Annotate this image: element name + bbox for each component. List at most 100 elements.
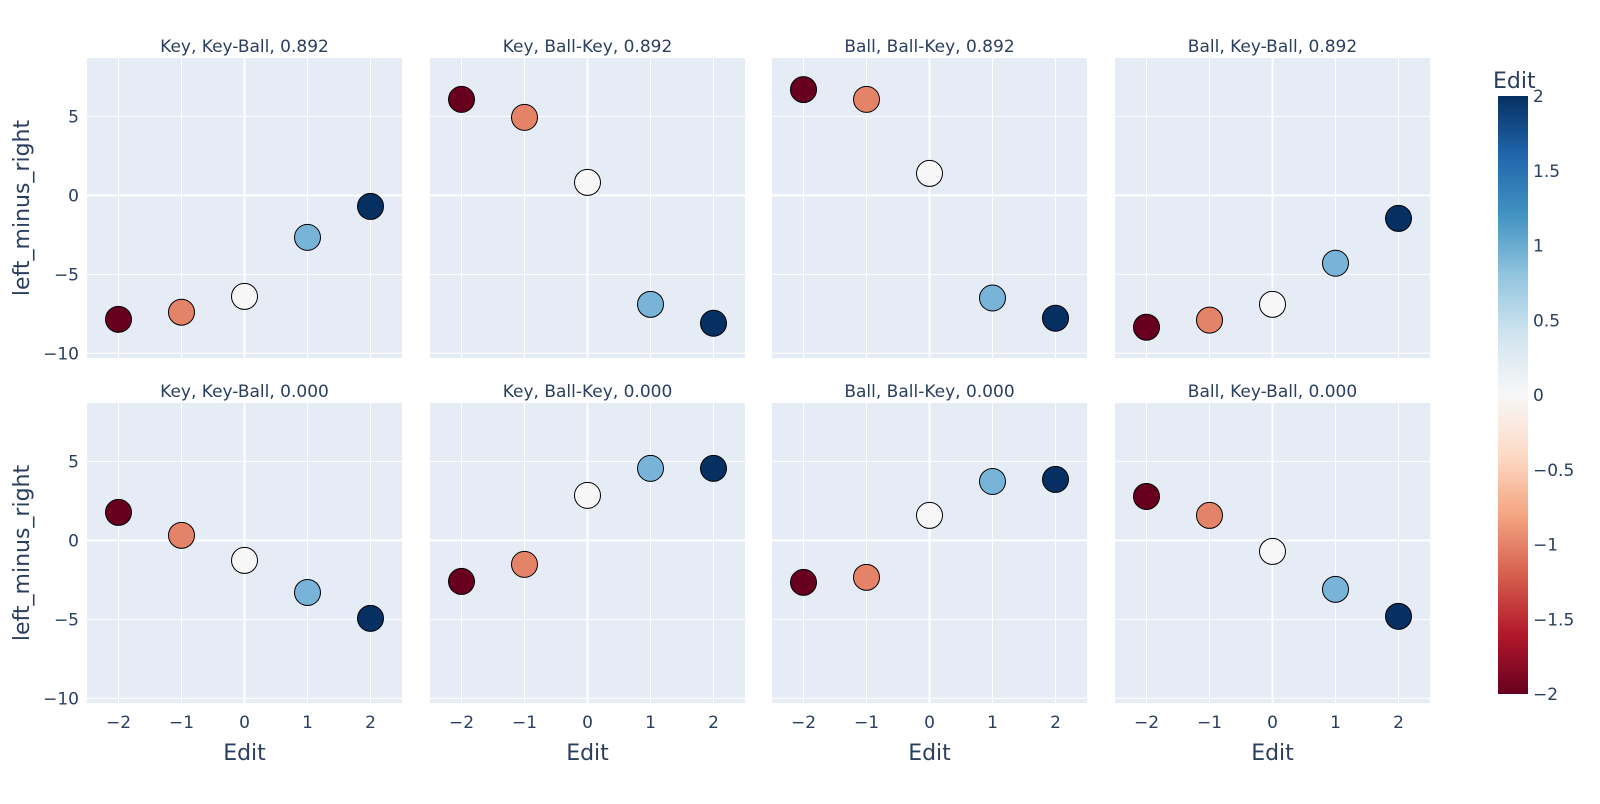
data-point <box>979 284 1006 312</box>
data-point <box>168 298 195 326</box>
colorbar-tick-label: −2 <box>1533 685 1558 705</box>
y-axis-label: left_minus_right <box>10 465 35 642</box>
x-axis-label: Edit <box>1251 741 1294 766</box>
data-point <box>168 521 195 549</box>
y-tick-label: 0 <box>68 531 79 551</box>
data-point <box>1385 602 1412 630</box>
subplot-title: Key, Ball-Key, 0.892 <box>503 37 673 57</box>
data-point <box>637 290 664 318</box>
data-point <box>105 498 132 526</box>
data-point <box>916 159 943 187</box>
subplot-title: Key, Ball-Key, 0.000 <box>503 382 673 402</box>
x-tick-label: 2 <box>1050 713 1061 733</box>
data-point <box>231 546 258 574</box>
data-point <box>105 305 132 333</box>
y-tick-label: −10 <box>43 344 79 364</box>
y-axis-label: left_minus_right <box>10 120 35 297</box>
x-tick-label: 0 <box>924 713 935 733</box>
subplot-title: Key, Key-Ball, 0.892 <box>160 37 329 57</box>
x-tick-label: 1 <box>987 713 998 733</box>
data-point <box>294 223 321 251</box>
x-tick-label: 2 <box>708 713 719 733</box>
colorbar-tick-label: 2 <box>1533 87 1544 107</box>
data-point <box>511 550 538 578</box>
subplot-title: Ball, Ball-Key, 0.000 <box>844 382 1014 402</box>
y-tick-label: −5 <box>54 610 79 630</box>
data-point <box>790 76 817 104</box>
data-point <box>700 309 727 337</box>
data-point <box>294 578 321 606</box>
x-axis-label: Edit <box>223 741 266 766</box>
data-point <box>700 454 727 482</box>
data-point <box>357 192 384 220</box>
subplot-title: Ball, Ball-Key, 0.892 <box>844 37 1014 57</box>
data-point <box>231 282 258 310</box>
data-point <box>448 567 475 595</box>
data-point <box>1259 290 1286 318</box>
x-tick-label: 1 <box>1330 713 1341 733</box>
data-point <box>1259 537 1286 565</box>
subplot-panel: Ball, Ball-Key, 0.892 <box>772 37 1087 358</box>
subplot-panel: Key, Key-Ball, 0.892 5 0 −5 −10 left_minus_ri… <box>10 37 402 364</box>
x-tick-label: −2 <box>791 713 816 733</box>
y-tick-label: 0 <box>68 186 79 206</box>
colorbar-tick-label: 0 <box>1533 386 1544 406</box>
x-tick-label: −1 <box>512 713 537 733</box>
subplot-panel: Key, Ball-Key, 0.892 <box>430 37 745 358</box>
data-point <box>916 501 943 529</box>
colorbar-title: Edit <box>1493 69 1536 94</box>
subplot-title: Ball, Key-Ball, 0.000 <box>1188 382 1357 402</box>
x-axis-label: Edit <box>908 741 951 766</box>
data-point <box>1042 465 1069 493</box>
colorbar-tick-label: −0.5 <box>1533 461 1574 481</box>
x-tick-label: 0 <box>1267 713 1278 733</box>
x-tick-label: −2 <box>449 713 474 733</box>
x-tick-label: 0 <box>582 713 593 733</box>
subplot-title: Key, Key-Ball, 0.000 <box>160 382 329 402</box>
x-tick-label: 1 <box>302 713 313 733</box>
colorbar-gradient <box>1498 96 1528 694</box>
data-point <box>574 481 601 509</box>
x-tick-label: −2 <box>106 713 131 733</box>
subplot-panel: Ball, Key-Ball, 0.892 <box>1115 37 1430 358</box>
x-tick-label: −2 <box>1134 713 1159 733</box>
x-tick-label: 2 <box>1393 713 1404 733</box>
data-point <box>1196 306 1223 334</box>
data-point <box>1385 204 1412 232</box>
y-tick-label: −5 <box>54 265 79 285</box>
subplot-panel: Key, Ball-Key, 0.000 −2 −1 0 1 2 Edit <box>430 382 745 766</box>
subplot-panel: Key, Key-Ball, 0.00050−5−10left_minus_ri… <box>10 382 402 766</box>
colorbar-tick-label: 1 <box>1533 237 1544 257</box>
colorbar-tick-label: 1.5 <box>1533 162 1560 182</box>
x-tick-label: −1 <box>854 713 879 733</box>
x-tick-label: 1 <box>645 713 656 733</box>
subplot-title: Ball, Key-Ball, 0.892 <box>1188 37 1357 57</box>
data-point <box>574 168 601 196</box>
data-point <box>853 85 880 113</box>
data-point <box>1133 313 1160 341</box>
subplot-panel: Ball, Key-Ball, 0.000 −2 −1 0 1 2 Edit <box>1115 382 1430 766</box>
colorbar-tick-label: 0.5 <box>1533 311 1560 331</box>
data-point <box>1042 304 1069 332</box>
x-tick-label: 2 <box>365 713 376 733</box>
x-tick-label: −1 <box>169 713 194 733</box>
y-tick-label: −10 <box>43 689 79 709</box>
data-point <box>1196 501 1223 529</box>
x-tick-label: 0 <box>239 713 250 733</box>
colorbar-tick-label: −1.5 <box>1533 610 1574 630</box>
data-point <box>979 467 1006 495</box>
data-point <box>357 604 384 632</box>
data-point <box>1133 482 1160 510</box>
data-point <box>637 454 664 482</box>
y-tick-label: 5 <box>68 107 79 127</box>
data-point <box>1322 575 1349 603</box>
data-point <box>790 568 817 596</box>
x-tick-label: −1 <box>1197 713 1222 733</box>
subplot-panel: Ball, Ball-Key, 0.000 −2 −1 0 1 2 Edit <box>772 382 1087 766</box>
data-point <box>1322 249 1349 277</box>
x-axis-label: Edit <box>566 741 609 766</box>
data-point <box>853 563 880 591</box>
data-point <box>448 85 475 113</box>
